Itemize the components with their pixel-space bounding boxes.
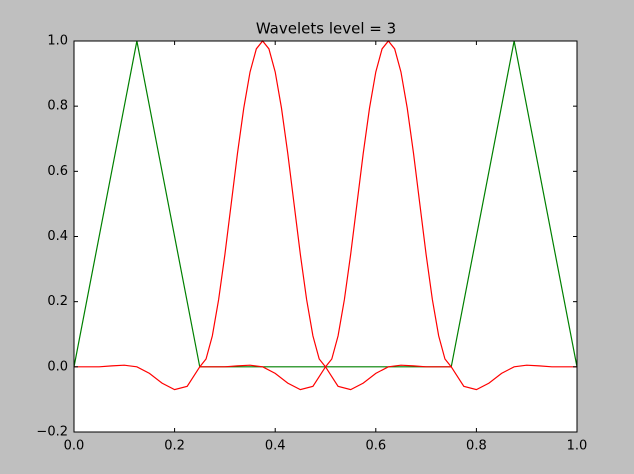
y-tick-label: 0.2 [47,294,68,309]
y-tick-label: 0.8 [47,99,68,114]
y-tick-label: −0.2 [36,425,68,440]
y-tick-label: 0.4 [47,229,68,244]
x-tick-label: 0.0 [64,439,85,454]
x-tick-label: 0.4 [265,439,286,454]
x-tick-label: 0.2 [164,439,185,454]
x-tick-label: 0.6 [365,439,386,454]
chart-title: Wavelets level = 3 [256,20,396,38]
y-tick-label: 0.6 [47,164,68,179]
y-tick-label: 1.0 [47,34,68,49]
x-tick-label: 0.8 [466,439,487,454]
y-tick-label: 0.0 [47,359,68,374]
x-tick-label: 1.0 [567,439,588,454]
